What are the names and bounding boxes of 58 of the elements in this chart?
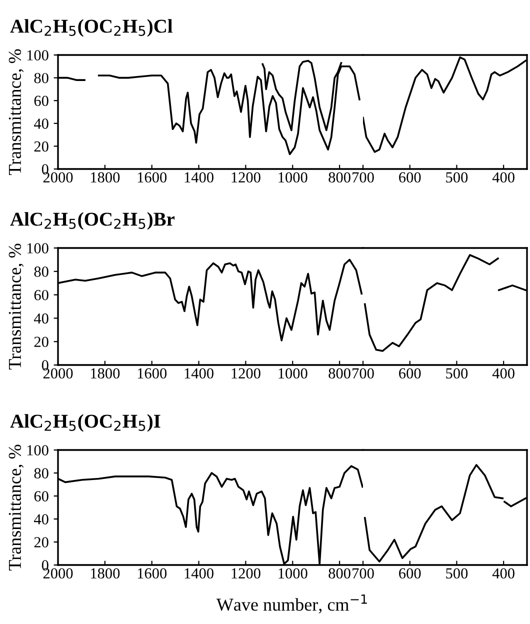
x-tick-label: 1400 [184,368,214,379]
y-axis-title: Transmittance, % [8,444,24,571]
y-tick-label: 100 [27,445,48,456]
y-tick-label: 60 [34,491,48,502]
x-tick-label: 1400 [184,172,214,183]
y-tick-label: 0 [42,560,48,570]
x-tick-label: 1800 [90,172,120,183]
y-tick-label: 80 [34,468,48,478]
x-tick-label: 1000 [278,368,308,379]
x-tick-label: 2000 [43,172,73,183]
chart-title: AlC$_{2}$H$_{5}$(OC$_{2}$H$_{5}$)Cl [10,19,172,37]
x-tick-label: 1600 [138,368,167,379]
y-tick-label: 20 [34,141,48,152]
y-tick-label: 60 [34,290,48,300]
x-tick-label: 2000 [43,368,73,379]
x-tick-label: 2000 [43,568,73,579]
x-tick-label: 400 [492,172,514,183]
x-tick-label: 500 [446,568,468,579]
y-tick-label: 0 [42,360,48,370]
x-tick-label: 1600 [138,172,167,183]
y-tick-label: 40 [34,514,48,524]
chart-title: AlC$_{2}$H$_{5}$(OC$_{2}$H$_{5}$)Br [10,212,175,230]
x-tick-label: 1000 [278,172,308,183]
x-tick-label: 400 [492,368,514,379]
y-axis-title: Transmittance, % [8,49,24,176]
x-tick-label: 1400 [184,568,214,579]
x-tick-label: 1800 [90,568,120,579]
x-tick-label: 800 [328,172,350,183]
y-tick-label: 20 [34,336,48,348]
x-tick-label: 1800 [90,368,120,379]
x-tick-label: 500 [446,172,468,183]
x-tick-label: 700 [352,368,374,379]
y-tick-label: 40 [34,313,48,324]
y-tick-label: 80 [34,266,48,277]
x-tick-label: 1200 [232,368,260,379]
x-tick-label: 600 [399,568,421,579]
x-tick-label: 1600 [138,568,167,579]
x-tick-label: 500 [446,368,468,379]
y-tick-label: 100 [27,50,48,60]
x-axis-title: Wave number, cm$^{−1}$ [216,594,367,614]
y-tick-label: 20 [34,537,48,548]
y-tick-label: 0 [42,164,48,174]
x-tick-label: 400 [492,568,514,579]
x-tick-label: 1200 [232,172,260,183]
y-tick-label: 100 [27,243,48,254]
x-tick-label: 600 [399,368,421,379]
x-tick-label: 700 [352,172,374,183]
y-tick-label: 80 [34,72,48,84]
y-axis-title: Transmittance, % [8,244,24,370]
x-tick-label: 1000 [278,568,308,579]
x-tick-label: 600 [399,172,421,183]
chart-title: AlC$_{2}$H$_{5}$(OC$_{2}$H$_{5}$)I [10,414,160,432]
x-tick-label: 800 [328,368,350,379]
x-tick-label: 700 [352,568,374,579]
x-tick-label: 1200 [232,568,260,579]
y-tick-label: 60 [34,96,48,106]
y-tick-label: 40 [34,118,48,129]
x-tick-label: 800 [328,568,350,579]
